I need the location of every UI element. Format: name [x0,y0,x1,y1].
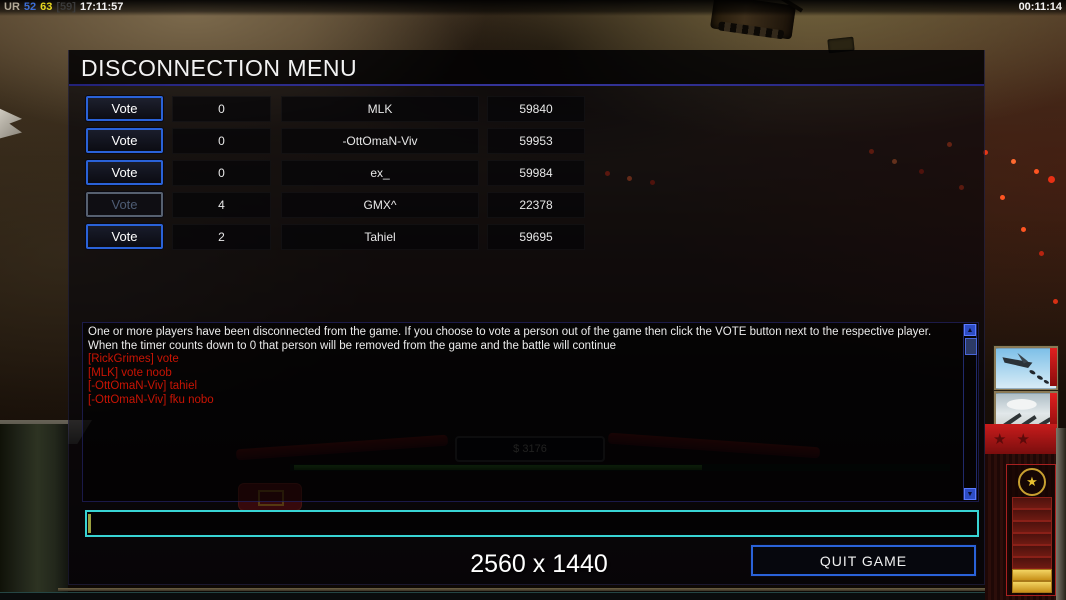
xp-segment [1012,509,1052,521]
dialog-titlebar [69,50,984,84]
screen-bottom-edge [0,592,1066,600]
stat-blue: 52 [23,1,37,13]
chat-input[interactable] [85,510,979,537]
xp-segment [1012,545,1052,557]
connection-stats: UR 52 63 [59] 17:11:57 [4,1,127,13]
xp-segment [1012,557,1052,569]
hud-frame-line [58,588,1010,591]
dialog-title: DISCONNECTION MENU [81,55,358,81]
top-status-bar: UR 52 63 [59] 17:11:57 00:11:14 [0,0,1066,16]
general-star-icon: ★ [1018,468,1046,496]
timeout-value: 59695 [487,224,585,250]
player-name: GMX^ [281,192,479,218]
timeout-value: 22378 [487,192,585,218]
player-name: -OttOmaN-Viv [281,128,479,154]
timeout-value: 59840 [487,96,585,122]
stat-bracket: [59] [56,1,76,13]
vote-count: 2 [172,224,271,250]
vote-button[interactable]: Vote [86,128,163,153]
timeout-value: 59984 [487,160,585,186]
player-row: Vote 4 GMX^ 22378 [69,192,984,218]
disconnect-info-text: One or more players have been disconnect… [88,326,932,352]
rank-panel-header: ★ ★ [985,424,1057,454]
sidebar-metal-edge [1056,428,1066,600]
disconnection-menu-dialog: DISCONNECTION MENU Vote 0 MLK 59840 Vote… [68,50,985,585]
player-name: MLK [281,96,479,122]
vote-count: 0 [172,128,271,154]
airstrike-rail [1050,348,1057,386]
resolution-text: 2560 x 1440 [470,550,608,578]
quit-game-button[interactable]: QUIT GAME [751,545,976,576]
player-name: ex_ [281,160,479,186]
player-row: Vote 0 -OttOmaN-Viv 59953 [69,128,984,154]
chat-message: [MLK] vote noob [88,366,172,379]
stat-yellow: 63 [40,1,53,13]
airstrike-button[interactable] [994,346,1058,391]
match-timer: 00:11:14 [1018,1,1062,13]
scroll-up-icon[interactable]: ▲ [964,324,976,336]
dialog-title-divider [69,84,984,86]
xp-segment [1012,533,1052,545]
vote-button[interactable]: Vote [86,224,163,249]
clock: 17:11:57 [79,1,124,13]
xp-segment-filled [1012,581,1052,593]
chat-message: [-OttOmaN-Viv] tahiel [88,380,198,392]
hud-left-panel [0,424,68,600]
message-log-text: One or more players have been disconnect… [88,326,958,407]
vote-button[interactable]: Vote [86,96,163,121]
message-scrollbar[interactable]: ▲ ▼ [963,324,977,500]
text-cursor [88,514,91,533]
xp-segment [1012,497,1052,509]
xp-segment [1012,521,1052,533]
chat-message: [-OttOmaN-Viv] fku nobo [88,393,214,406]
missile-strike-rail [1050,393,1057,431]
scrollbar-thumb[interactable] [965,338,977,355]
vote-button[interactable]: Vote [86,160,163,185]
player-name: Tahiel [281,224,479,250]
vote-count: 4 [172,192,271,218]
vote-count: 0 [172,160,271,186]
rank-star-icon: ★ [1016,430,1030,448]
scroll-down-icon[interactable]: ▼ [964,488,976,500]
rank-star-icon: ★ [993,430,1007,448]
player-row: Vote 0 MLK 59840 [69,96,984,122]
chat-message: [RickGrimes] vote [88,353,179,365]
message-log: One or more players have been disconnect… [82,322,979,502]
stat-tag: UR [4,1,20,13]
player-row: Vote 0 ex_ 59984 [69,160,984,186]
timeout-value: 59953 [487,128,585,154]
player-row: Vote 2 Tahiel 59695 [69,224,984,250]
xp-segment-filled [1012,569,1052,581]
airstrike-icon [996,348,1056,389]
vote-button[interactable]: Vote [86,192,163,217]
vote-count: 0 [172,96,271,122]
